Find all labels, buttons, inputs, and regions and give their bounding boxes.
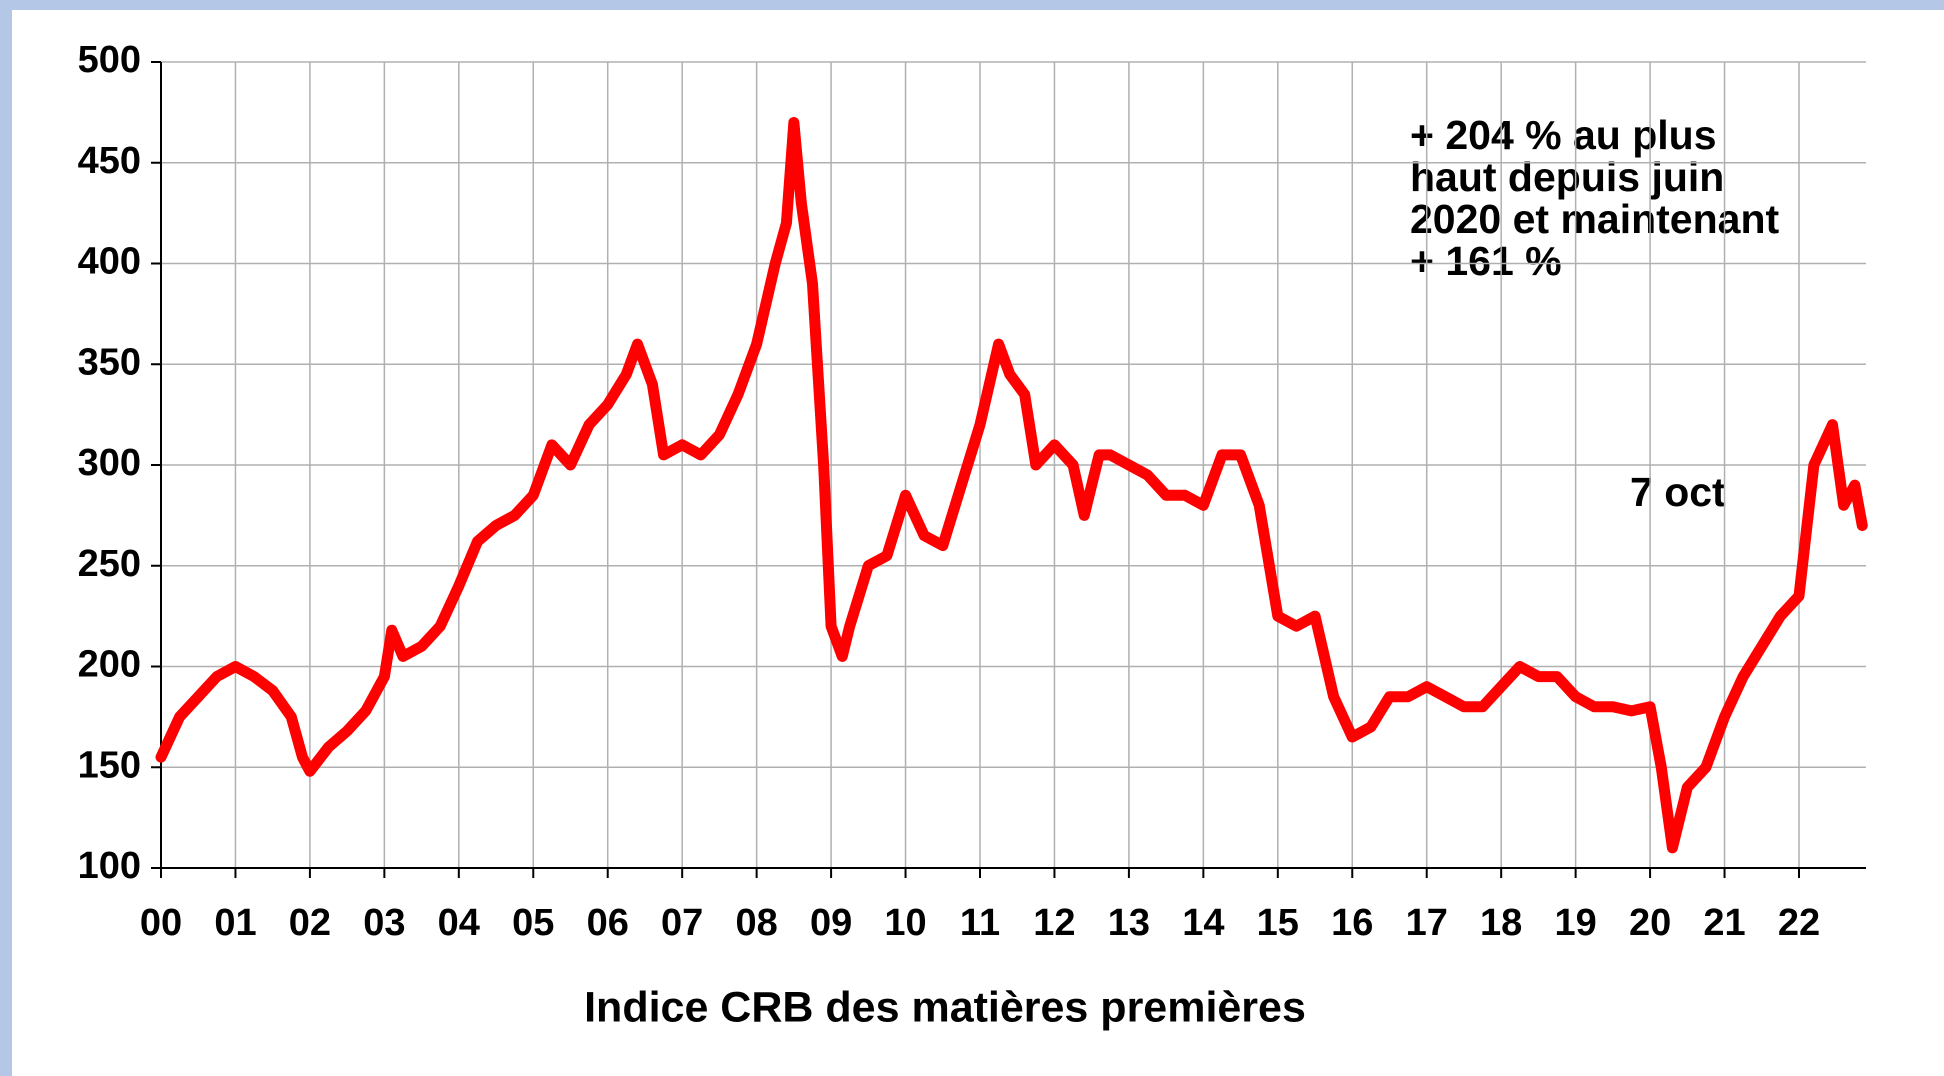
x-tick-label: 22 bbox=[1778, 902, 1820, 944]
annotation: haut depuis juin bbox=[1410, 154, 1724, 200]
x-tick-label: 10 bbox=[884, 902, 926, 944]
x-tick-label: 20 bbox=[1629, 902, 1671, 944]
y-tick-label: 250 bbox=[78, 543, 141, 585]
x-tick-label: 14 bbox=[1182, 902, 1224, 944]
x-tick-label: 18 bbox=[1480, 902, 1522, 944]
x-tick-label: 06 bbox=[587, 902, 629, 944]
annotation: 2020 et maintenant bbox=[1410, 196, 1779, 242]
x-tick-label: 09 bbox=[810, 902, 852, 944]
x-tick-label: 11 bbox=[960, 902, 1000, 944]
x-tick-label: 00 bbox=[140, 902, 182, 944]
x-tick-label: 21 bbox=[1703, 902, 1745, 944]
x-tick-label: 03 bbox=[363, 902, 405, 944]
x-tick-label: 01 bbox=[214, 902, 256, 944]
x-tick-label: 12 bbox=[1033, 902, 1075, 944]
line bbox=[155, 116, 1868, 854]
y-tick-label: 350 bbox=[78, 341, 141, 383]
y-tick-label: 400 bbox=[78, 241, 141, 283]
y-tick-label: 100 bbox=[78, 845, 141, 887]
x-tick-label: 15 bbox=[1257, 902, 1299, 944]
x-tick-label: 04 bbox=[438, 902, 480, 944]
x-tick-label: 13 bbox=[1108, 902, 1150, 944]
x-tick-label: 08 bbox=[735, 902, 777, 944]
panel bbox=[12, 10, 1944, 1076]
x-tick-label: 05 bbox=[512, 902, 554, 944]
x-tick-label: 16 bbox=[1331, 902, 1373, 944]
x-axis-label: Indice CRB des matières premières bbox=[584, 983, 1306, 1031]
annotation: + 161 % bbox=[1410, 238, 1562, 284]
date-note: 7 oct bbox=[1630, 469, 1726, 515]
x-tick-label: 02 bbox=[289, 902, 331, 944]
y-tick-label: 150 bbox=[78, 744, 141, 786]
x-tick-label: 07 bbox=[661, 902, 703, 944]
y-tick-label: 450 bbox=[78, 140, 141, 182]
x-tick-label: 17 bbox=[1406, 902, 1448, 944]
y-tick-label: 200 bbox=[78, 644, 141, 686]
y-tick-label: 300 bbox=[78, 442, 141, 484]
annotation: + 204 % au plus bbox=[1410, 112, 1717, 158]
x-tick-label: 19 bbox=[1554, 902, 1596, 944]
y-tick-label: 500 bbox=[78, 39, 141, 81]
